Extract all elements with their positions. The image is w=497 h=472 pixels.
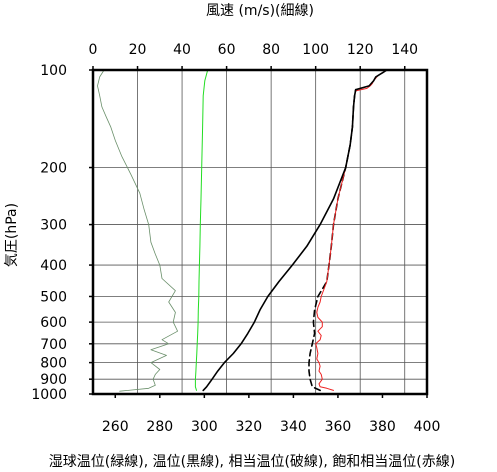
- y-tick-label: 800: [40, 356, 67, 372]
- y-tick-label: 600: [40, 315, 67, 331]
- series-layer: [97, 69, 388, 392]
- bottom-tick-label: 380: [369, 419, 396, 435]
- bottom-tick-label: 280: [146, 419, 173, 435]
- bottom-tick-label: 340: [280, 419, 307, 435]
- series-theta-es: [315, 69, 388, 391]
- bottom-axis-label: 湿球温位(緑線), 温位(黒線), 相当温位(破線), 飽和相当温位(赤線): [49, 453, 455, 470]
- y-tick-label: 1000: [31, 387, 67, 403]
- top-tick-label: 40: [173, 42, 191, 58]
- y-tick-label: 400: [40, 258, 67, 274]
- top-tick-label: 20: [129, 42, 147, 58]
- y-axis-label: 気圧(hPa): [4, 203, 20, 267]
- bottom-tick-label: 300: [191, 419, 218, 435]
- bottom-tick-label: 320: [235, 419, 262, 435]
- y-tick-label: 100: [40, 63, 67, 79]
- y-tick-label: 300: [40, 218, 67, 234]
- series-theta: [202, 69, 388, 392]
- bottom-tick-label: 400: [414, 419, 441, 435]
- series-wet-bulb-theta: [194, 69, 209, 391]
- y-tick-label: 700: [40, 337, 67, 353]
- top-tick-label: 140: [391, 42, 418, 58]
- tick-labels: 0 20 40 60 80 100 120 140 260 280 300 320 340 360 380 4…: [31, 42, 440, 435]
- top-tick-label: 120: [347, 42, 374, 58]
- y-tick-label: 200: [40, 161, 67, 177]
- y-tick-label: 500: [40, 289, 67, 305]
- bottom-tick-label: 360: [325, 419, 352, 435]
- bottom-tick-label: 260: [102, 419, 129, 435]
- top-axis-label: 風速 (m/s)(細線): [206, 3, 314, 19]
- y-tick-label: 900: [40, 372, 67, 388]
- top-tick-label: 0: [89, 42, 98, 58]
- top-tick-label: 80: [262, 42, 280, 58]
- top-tick-label: 100: [302, 42, 329, 58]
- top-tick-label: 60: [218, 42, 236, 58]
- grid: [92, 69, 427, 395]
- plot-frame: [91, 68, 429, 396]
- series-wind-speed: [97, 69, 179, 392]
